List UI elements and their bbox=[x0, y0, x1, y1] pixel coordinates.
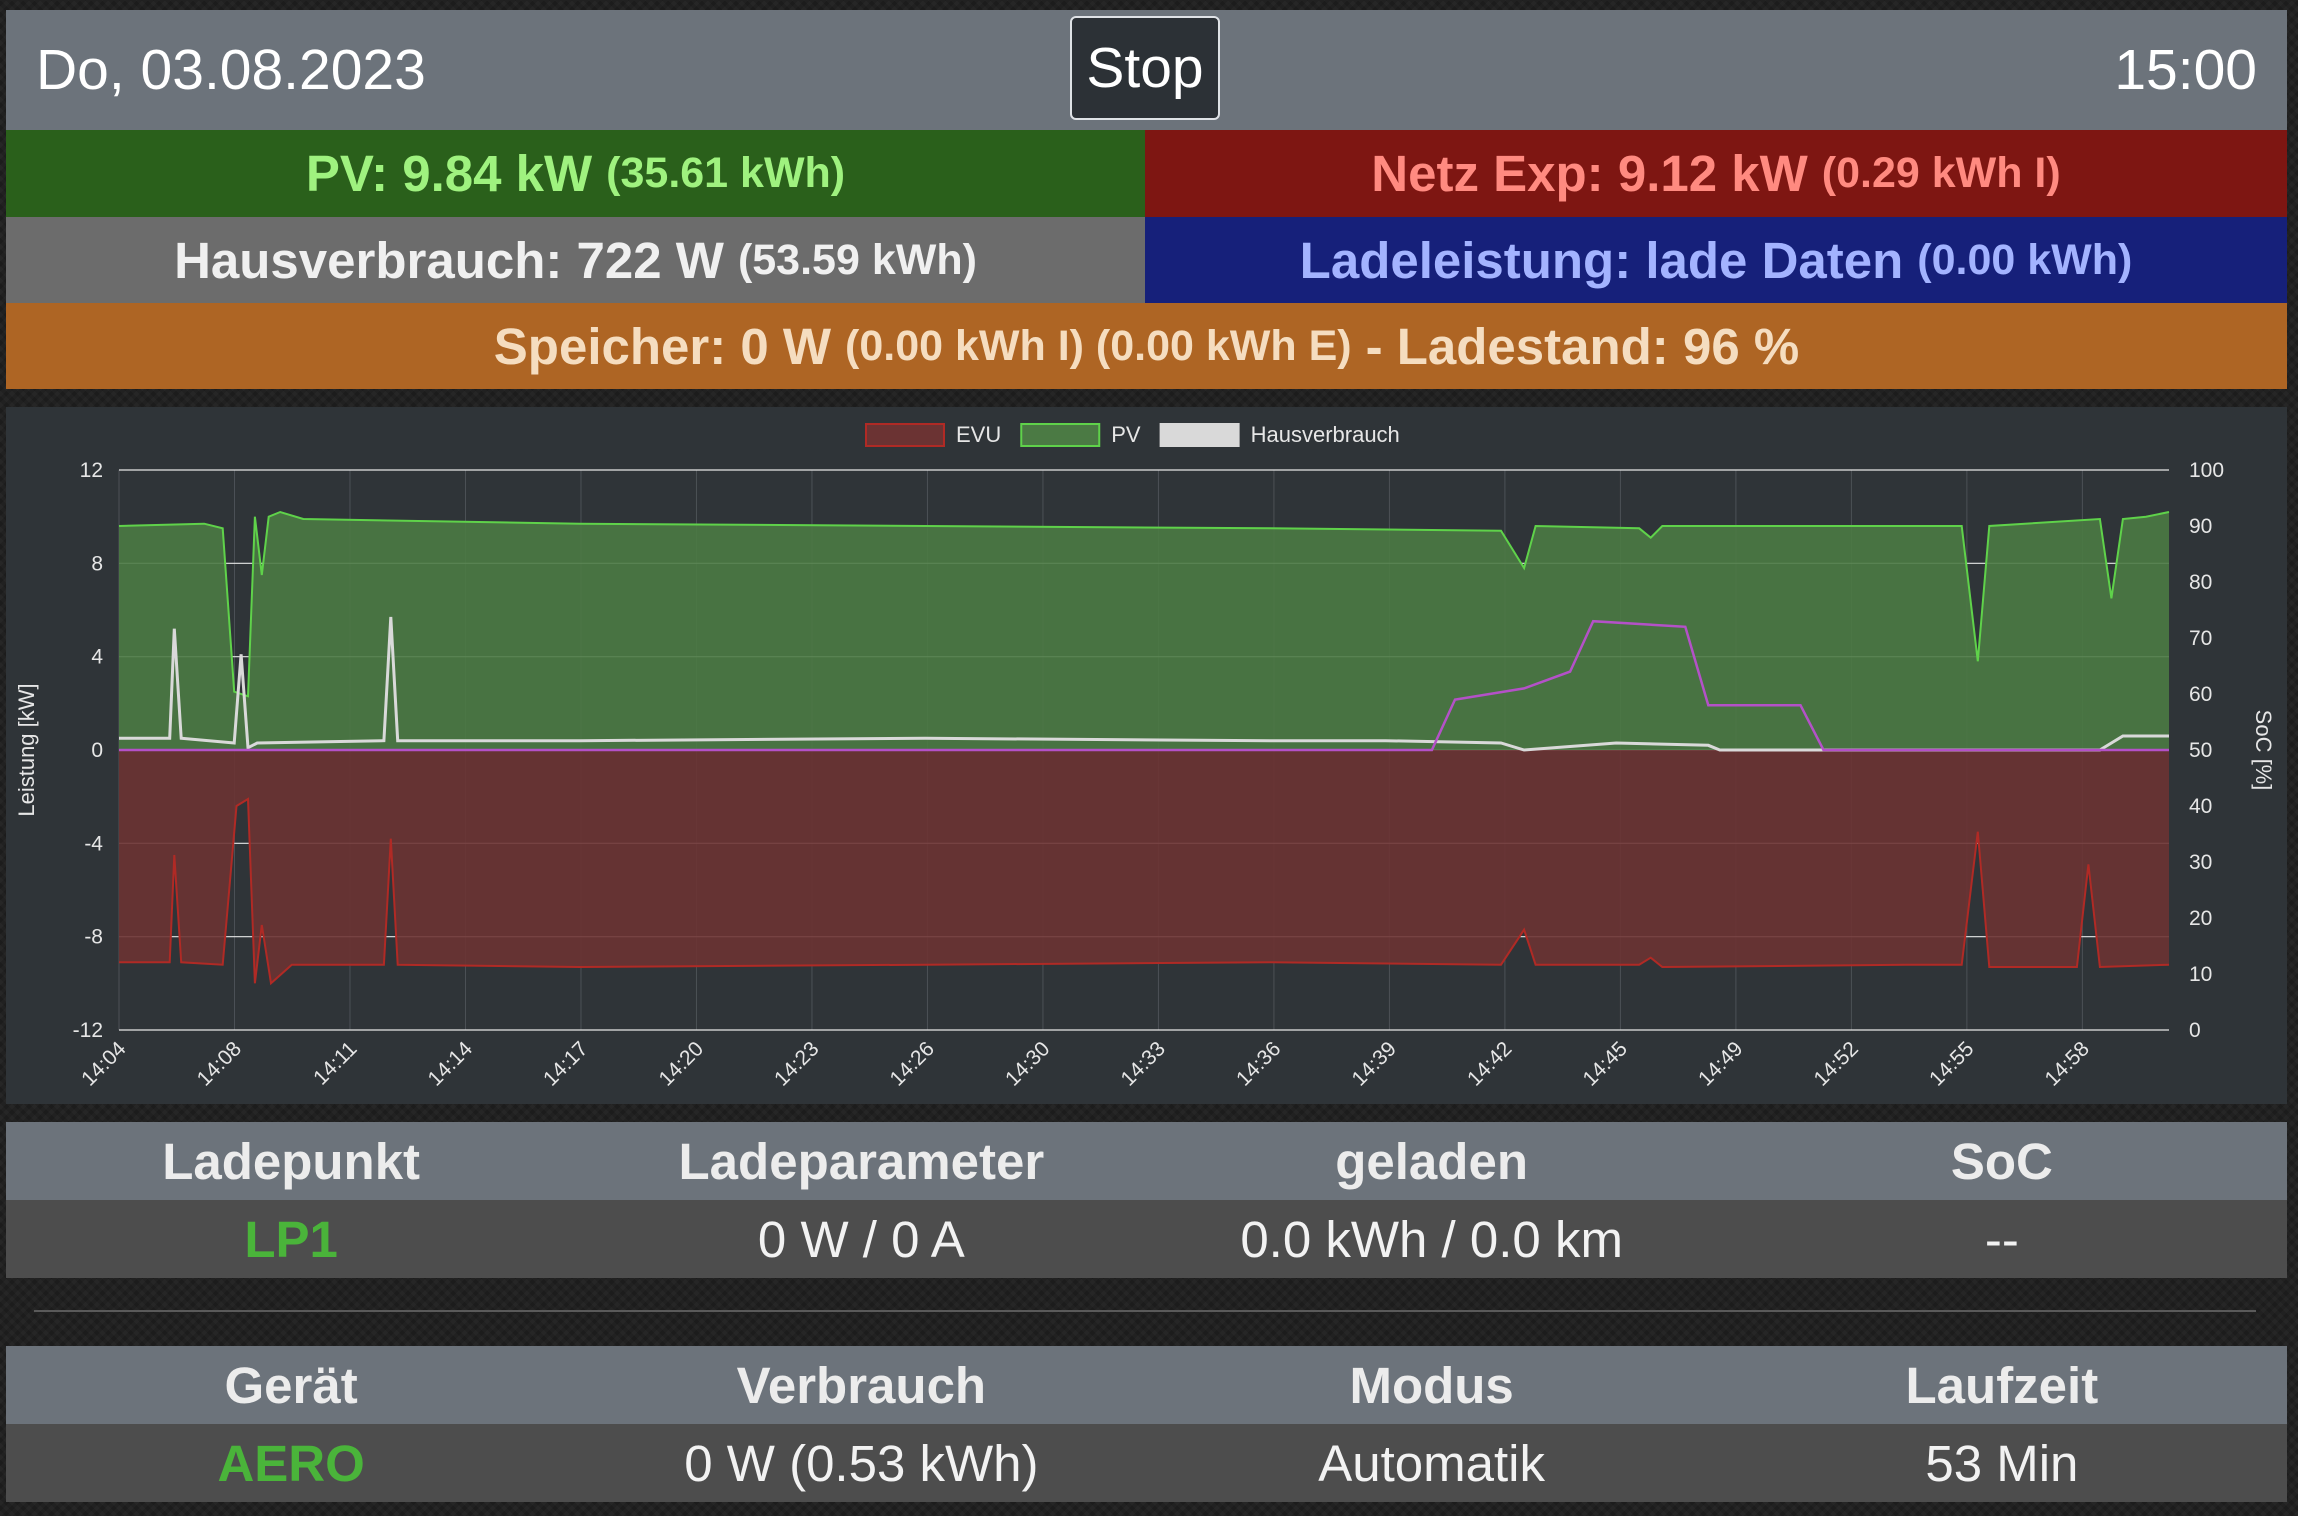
x-tick-label: 14:55 bbox=[1925, 1037, 1978, 1090]
y-tick-label: 4 bbox=[91, 646, 103, 669]
charging-status: Ladeleistung: lade Daten (0.00 kWh) bbox=[1145, 217, 2287, 303]
date-display: Do, 03.08.2023 bbox=[36, 38, 426, 102]
legend-label: PV bbox=[1111, 422, 1141, 447]
divider bbox=[34, 1310, 2256, 1312]
time-display: 15:00 bbox=[2114, 38, 2257, 102]
storage-soc: - Ladestand: 96 % bbox=[1365, 317, 1800, 375]
house-power: Hausverbrauch: 722 W bbox=[174, 231, 724, 289]
series-line-hausverbrauch bbox=[119, 616, 2169, 752]
legend-label: EVU bbox=[956, 422, 1001, 447]
y2-tick-label: 30 bbox=[2189, 851, 2212, 874]
x-tick-label: 14:08 bbox=[193, 1037, 246, 1090]
pv-status: PV: 9.84 kW (35.61 kWh) bbox=[6, 130, 1145, 217]
modus-value: Automatik bbox=[1318, 1434, 1545, 1492]
x-tick-label: 14:30 bbox=[1001, 1037, 1054, 1090]
house-consumption-status: Hausverbrauch: 722 W (53.59 kWh) bbox=[6, 217, 1145, 303]
x-tick-label: 14:33 bbox=[1117, 1037, 1170, 1090]
x-tick-label: 14:42 bbox=[1463, 1037, 1516, 1090]
x-tick-label: 14:49 bbox=[1694, 1037, 1747, 1090]
col-geraet: Gerät bbox=[224, 1356, 358, 1414]
col-modus: Modus bbox=[1349, 1356, 1514, 1414]
house-energy: (53.59 kWh) bbox=[737, 235, 977, 284]
col-verbrauch: Verbrauch bbox=[736, 1356, 987, 1414]
series-area-pv bbox=[119, 512, 2169, 750]
col-soc: SoC bbox=[1950, 1132, 2053, 1190]
storage-energy: (0.00 kWh I) (0.00 kWh E) bbox=[845, 321, 1352, 370]
series-area-evu bbox=[119, 750, 2169, 984]
ladepunkt-table-header: Ladepunkt Ladeparameter geladen SoC bbox=[6, 1122, 2287, 1200]
y2-axis-label: SoC [%] bbox=[2251, 710, 2276, 791]
pv-power: PV: 9.84 kW bbox=[305, 145, 593, 202]
col-geladen: geladen bbox=[1335, 1132, 1528, 1190]
charging-energy: (0.00 kWh) bbox=[1917, 235, 2133, 284]
legend-swatch bbox=[1020, 423, 1101, 447]
x-tick-label: 14:04 bbox=[77, 1037, 131, 1091]
y-tick-label: -12 bbox=[73, 1019, 103, 1042]
x-tick-label: 14:45 bbox=[1579, 1037, 1632, 1090]
col-ladeparameter: Ladeparameter bbox=[678, 1132, 1045, 1190]
y2-tick-label: 100 bbox=[2189, 459, 2224, 482]
y-tick-label: 12 bbox=[80, 459, 103, 482]
ladeparameter-value: 0 W / 0 A bbox=[757, 1210, 965, 1268]
series-line-pv bbox=[118, 510, 2170, 698]
y2-tick-label: 20 bbox=[2189, 907, 2212, 930]
col-ladepunkt: Ladepunkt bbox=[162, 1132, 421, 1190]
geraet-table-header: Gerät Verbrauch Modus Laufzeit bbox=[6, 1346, 2287, 1424]
grid-energy: (0.29 kWh I) bbox=[1821, 149, 2061, 197]
x-tick-label: 14:52 bbox=[1809, 1037, 1862, 1090]
y2-tick-label: 90 bbox=[2189, 515, 2212, 538]
legend-item: Hausverbrauch bbox=[1159, 422, 1400, 447]
x-tick-label: 14:36 bbox=[1232, 1037, 1285, 1090]
ladepunkt-table: Ladepunkt Ladeparameter geladen SoC LP1 … bbox=[6, 1122, 2287, 1278]
legend-swatch bbox=[1159, 423, 1240, 447]
charging-power: Ladeleistung: lade Daten bbox=[1299, 231, 1904, 289]
y-axis-label: Leistung [kW] bbox=[14, 683, 39, 816]
pv-energy: (35.61 kWh) bbox=[606, 149, 846, 197]
y2-tick-label: 10 bbox=[2189, 963, 2212, 986]
x-tick-label: 14:39 bbox=[1348, 1037, 1401, 1090]
y-tick-label: 0 bbox=[91, 739, 103, 762]
x-tick-label: 14:20 bbox=[655, 1037, 708, 1090]
x-tick-label: 14:17 bbox=[539, 1037, 592, 1090]
verbrauch-value: 0 W (0.53 kWh) bbox=[684, 1434, 1039, 1492]
grid-status: Netz Exp: 9.12 kW (0.29 kWh I) bbox=[1145, 130, 2287, 217]
x-tick-label: 14:14 bbox=[424, 1037, 478, 1091]
y-tick-label: 8 bbox=[91, 552, 103, 575]
top-bar: Do, 03.08.2023 Stop 15:00 bbox=[6, 10, 2287, 130]
y2-tick-label: 80 bbox=[2189, 571, 2212, 594]
legend-item: EVU bbox=[865, 422, 1001, 447]
legend-swatch bbox=[865, 423, 945, 447]
table-row[interactable]: AERO 0 W (0.53 kWh) Automatik 53 Min bbox=[6, 1424, 2287, 1502]
storage-power: Speicher: 0 W bbox=[493, 317, 832, 375]
x-tick-label: 14:11 bbox=[309, 1037, 361, 1089]
power-chart[interactable]: 12 8 4 0 -4 -8 -12 100 90 80 70 60 50 40 30 20 10 0 14:04 1… bbox=[6, 407, 2287, 1104]
x-tick-label: 14:23 bbox=[770, 1037, 823, 1090]
table-row[interactable]: LP1 0 W / 0 A 0.0 kWh / 0.0 km -- bbox=[6, 1200, 2287, 1278]
x-tick-label: 14:26 bbox=[886, 1037, 939, 1090]
x-tick-label: 14:58 bbox=[2040, 1037, 2093, 1090]
series-line-evu bbox=[119, 797, 2170, 986]
geraet-table: Gerät Verbrauch Modus Laufzeit AERO 0 W … bbox=[6, 1346, 2287, 1502]
geladen-value: 0.0 kWh / 0.0 km bbox=[1240, 1210, 1623, 1268]
storage-status: Speicher: 0 W (0.00 kWh I) (0.00 kWh E) … bbox=[6, 303, 2287, 389]
y2-tick-label: 50 bbox=[2189, 739, 2212, 762]
y2-tick-label: 70 bbox=[2189, 627, 2212, 650]
y-tick-label: -8 bbox=[84, 926, 103, 949]
y2-tick-label: 0 bbox=[2189, 1019, 2201, 1042]
y2-tick-label: 40 bbox=[2189, 795, 2212, 818]
series-line-soc bbox=[119, 619, 2169, 752]
col-laufzeit: Laufzeit bbox=[1905, 1356, 2099, 1414]
legend-label: Hausverbrauch bbox=[1251, 422, 1400, 447]
y-tick-label: -4 bbox=[84, 832, 103, 855]
soc-value: -- bbox=[1984, 1210, 2019, 1268]
y2-tick-label: 60 bbox=[2189, 683, 2212, 706]
grid-power: Netz Exp: 9.12 kW bbox=[1371, 145, 1808, 202]
ladepunkt-name[interactable]: LP1 bbox=[244, 1210, 338, 1268]
geraet-name[interactable]: AERO bbox=[217, 1434, 365, 1492]
laufzeit-value: 53 Min bbox=[1925, 1434, 2079, 1492]
stop-button[interactable]: Stop bbox=[1070, 16, 1220, 120]
legend-item: PV bbox=[1020, 422, 1141, 447]
